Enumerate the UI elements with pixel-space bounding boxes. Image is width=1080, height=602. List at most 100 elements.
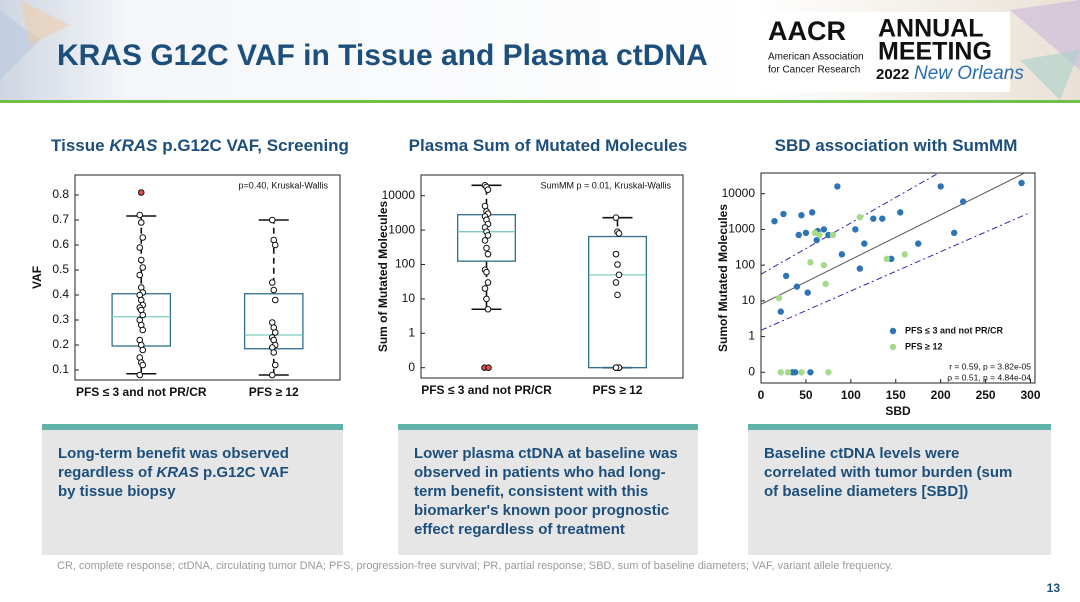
data-point xyxy=(777,308,784,315)
data-point xyxy=(271,296,279,304)
caption-line: by tissue biopsy xyxy=(58,483,176,500)
data-point xyxy=(809,209,816,216)
data-point xyxy=(614,291,621,299)
y-tick-label: 10 xyxy=(742,293,756,307)
logo-year: 2022 xyxy=(876,66,909,83)
logo-event: MEETING xyxy=(878,38,992,66)
caption-line: Lower plasma ctDNA at baseline was xyxy=(414,445,678,462)
chart-title-part: Plasma Sum of Mutated Molecules xyxy=(409,136,688,155)
annotation: r = 0.59, p = 3.82e-05 xyxy=(949,361,1031,371)
fit-line xyxy=(761,173,940,275)
data-point xyxy=(1018,179,1025,187)
caption-line: biomarker's known poor prognostic xyxy=(414,502,669,519)
y-axis-label: Sumof Mutated Molecules xyxy=(716,204,730,352)
y-tick-label: 0.2 xyxy=(52,337,69,351)
header-rule xyxy=(0,100,1080,103)
data-point xyxy=(807,259,814,266)
data-point xyxy=(870,215,877,222)
data-point xyxy=(856,213,864,221)
y-tick-label: 1 xyxy=(748,329,755,343)
data-point xyxy=(612,214,620,221)
caption-line: Long-term benefit was observed xyxy=(58,445,289,462)
data-point xyxy=(136,271,144,279)
data-point xyxy=(483,295,490,303)
caption-line: correlated with tumor burden (sum xyxy=(764,464,1012,481)
data-point xyxy=(798,369,805,376)
data-point xyxy=(484,279,492,286)
data-point xyxy=(820,261,828,269)
plot-frame xyxy=(420,174,684,379)
x-axis-label: SBD xyxy=(885,404,911,418)
y-tick-label: 0.1 xyxy=(52,362,69,376)
data-point xyxy=(888,255,895,263)
data-point xyxy=(481,202,489,210)
data-point xyxy=(268,279,276,286)
data-point xyxy=(137,219,145,226)
decor xyxy=(0,10,40,80)
data-point xyxy=(784,369,792,376)
chart-title-part: p.G12C VAF, Screening xyxy=(157,136,348,155)
data-point xyxy=(271,241,279,249)
data-point xyxy=(268,216,276,224)
data-point xyxy=(612,364,620,371)
y-tick-label: 0.3 xyxy=(52,312,69,326)
caption-line-part: KRAS xyxy=(156,464,199,481)
annotation: ρ = 0.51, p = 4.84e-04 xyxy=(947,372,1031,382)
y-tick-label: 10000 xyxy=(382,188,416,202)
data-point xyxy=(856,265,864,272)
data-point xyxy=(883,255,890,263)
logo-city: New Orleans xyxy=(914,63,1024,84)
caption-bar xyxy=(42,424,343,430)
data-point xyxy=(901,251,908,258)
logo-org-full: American Association xyxy=(768,52,864,63)
data-point xyxy=(852,226,859,233)
data-point xyxy=(959,198,967,205)
y-tick-label: 1000 xyxy=(728,222,755,236)
caption-line-part: regardless of xyxy=(58,464,156,481)
data-point xyxy=(484,186,492,193)
outlier xyxy=(485,364,492,371)
data-point xyxy=(612,279,620,286)
data-point xyxy=(136,371,144,379)
x-tick-label: 0 xyxy=(758,388,765,402)
data-point xyxy=(139,264,147,271)
caption-line-part: p.G12C VAF xyxy=(199,464,289,481)
decor xyxy=(20,0,70,45)
x-tick-label: 200 xyxy=(931,388,951,402)
fit-line xyxy=(761,211,1031,331)
y-tick-label: 1 xyxy=(408,325,415,339)
data-point xyxy=(612,250,620,258)
logo-org: AACR xyxy=(768,16,846,46)
y-tick-label: 0.8 xyxy=(52,187,69,201)
y-tick-label: 0.4 xyxy=(52,287,69,301)
data-point xyxy=(791,369,799,376)
data-point xyxy=(825,231,832,239)
page-number: 13 xyxy=(1047,581,1061,595)
data-point xyxy=(838,251,846,258)
y-tick-label: 0 xyxy=(748,364,755,378)
data-point xyxy=(771,217,778,225)
data-point xyxy=(777,369,784,376)
data-point xyxy=(798,212,805,219)
caption-line: term benefit, consistent with this xyxy=(414,483,648,500)
data-point xyxy=(615,230,623,237)
logo-event: ANNUAL xyxy=(878,15,984,43)
slide-title: KRAS G12C VAF in Tissue and Plasma ctDNA xyxy=(57,39,708,72)
fit-line xyxy=(761,173,1026,305)
data-point xyxy=(950,229,958,237)
data-point xyxy=(937,183,944,190)
caption-bar xyxy=(398,424,698,430)
data-point xyxy=(481,285,489,292)
data-point xyxy=(802,229,810,237)
chart-title-part: KRAS xyxy=(109,136,158,155)
caption-bar xyxy=(748,424,1051,430)
data-point xyxy=(804,289,811,296)
x-tick-label: PFS ≤ 3 and not PR/CR xyxy=(421,383,552,397)
decor xyxy=(1010,0,1080,70)
caption-box xyxy=(748,430,1051,555)
data-point xyxy=(270,286,278,294)
caption-box xyxy=(42,430,343,555)
caption-line: Baseline ctDNA levels were xyxy=(764,445,959,462)
data-point xyxy=(820,226,828,233)
data-point xyxy=(271,329,279,336)
